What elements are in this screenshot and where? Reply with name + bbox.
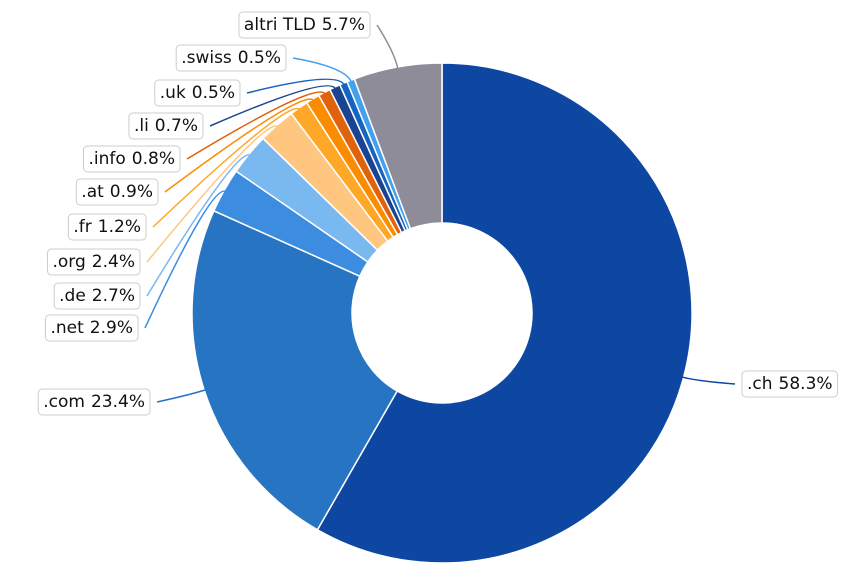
label-box	[75, 178, 159, 206]
label-value: 58.3%	[779, 374, 833, 394]
label-value: 23.4%	[91, 392, 145, 412]
connector	[376, 24, 399, 70]
label-box	[53, 282, 141, 310]
connector	[186, 91, 326, 160]
connector	[144, 190, 227, 329]
slice	[353, 62, 443, 230]
label-name: .com	[43, 392, 85, 412]
label-name: .fr	[73, 217, 91, 237]
label-value: 0.5%	[238, 48, 281, 68]
connector	[146, 125, 279, 263]
label-name: .net	[50, 318, 84, 338]
connector	[292, 57, 353, 83]
label-value: 0.9%	[110, 182, 153, 202]
data-label: .com 23.4%	[43, 392, 145, 412]
data-label: .de 2.7%	[59, 286, 135, 306]
label-box	[128, 112, 204, 140]
connector	[681, 376, 736, 385]
label-value: 2.7%	[92, 286, 135, 306]
slice	[191, 209, 399, 531]
data-label: .li 0.7%	[134, 116, 198, 136]
label-name: .de	[59, 286, 86, 306]
label-box	[37, 388, 151, 416]
label-box	[83, 145, 181, 173]
data-label: .fr 1.2%	[73, 217, 141, 237]
label-name: .org	[53, 252, 86, 272]
label-value: 0.8%	[132, 149, 175, 169]
label-value: 0.7%	[155, 116, 198, 136]
data-label: .uk 0.5%	[160, 83, 235, 103]
connector	[152, 107, 301, 228]
label-box	[741, 370, 839, 398]
label-value: 2.4%	[92, 252, 135, 272]
connector	[146, 154, 251, 297]
label-box	[154, 79, 241, 107]
data-label: .ch 58.3%	[747, 374, 833, 394]
label-name: .info	[89, 149, 126, 169]
label-name: .at	[81, 182, 104, 202]
data-label: .net 2.9%	[50, 318, 133, 338]
labels: .ch 58.3% .com 23.4% .net 2.9%.de 2.7% .org 2.4%…	[37, 11, 839, 416]
label-box	[67, 213, 147, 241]
data-label: altri TLD 5.7%	[244, 15, 365, 35]
label-name: .li	[134, 116, 149, 136]
label-value: 5.7%	[322, 15, 365, 35]
label-box	[175, 44, 287, 72]
label-value: 0.5%	[192, 83, 235, 103]
connector	[246, 78, 345, 94]
label-box	[47, 248, 141, 276]
data-label: .org 2.4%	[53, 252, 136, 272]
label-value: 1.2%	[98, 217, 141, 237]
label-name: altri TLD	[244, 15, 316, 35]
connector	[156, 388, 207, 403]
data-label: .swiss 0.5%	[181, 48, 281, 68]
slice	[316, 62, 693, 564]
label-box	[238, 11, 371, 39]
label-value: 2.9%	[90, 318, 133, 338]
label-name: .ch	[747, 374, 773, 394]
connector	[164, 98, 315, 193]
label-name: .swiss	[181, 48, 232, 68]
label-box	[44, 314, 139, 342]
slices	[191, 62, 693, 564]
data-label: .at 0.9%	[81, 182, 153, 202]
label-name: .uk	[160, 83, 186, 103]
connector	[209, 85, 337, 127]
data-label: .info 0.8%	[89, 149, 176, 169]
